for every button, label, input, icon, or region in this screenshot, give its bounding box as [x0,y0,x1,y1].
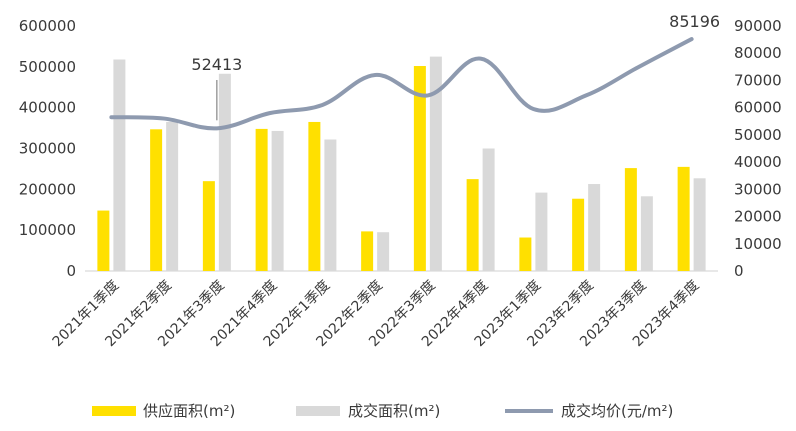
right-y-tick-label: 20000 [734,208,782,226]
right-y-tick-label: 70000 [734,71,782,89]
supply-area-bar [624,168,637,271]
supply-area-bar [150,129,163,271]
left-y-tick-label: 600000 [19,17,76,35]
supply-area-bar [519,237,532,271]
transaction-area-bar [113,59,126,271]
transaction-area-bar [535,192,548,271]
legend-label-supply: 供应面积(m²) [143,402,235,420]
right-y-tick-label: 90000 [734,17,782,35]
transaction-area-bar [640,196,653,271]
transaction-area-bar [429,56,442,271]
right-y-tick-label: 40000 [734,153,782,171]
transaction-area-bar [693,178,706,271]
bar-series [97,56,706,272]
right-y-tick-label: 0 [734,262,744,280]
transaction-area-bar [166,121,179,271]
left-y-tick-label: 200000 [19,180,76,198]
right-y-axis: 0 10000 20000 30000 40000 50000 60000 70000 8000… [734,17,782,280]
transaction-area-bar [218,73,231,272]
transaction-area-bar [588,184,601,271]
legend-swatch-transaction [296,406,340,416]
supply-area-bar [466,179,479,271]
legend-swatch-supply [92,406,136,416]
line-series [109,37,694,131]
transaction-area-bar [271,130,284,271]
annotations: 52413 85196 [191,12,720,121]
legend-label-transaction: 成交面积(m²) [348,402,440,420]
left-y-tick-label: 100000 [19,221,76,239]
right-y-tick-label: 80000 [734,44,782,62]
avg-price-line [109,37,694,131]
transaction-area-bar [324,139,337,271]
right-y-tick-label: 50000 [734,126,782,144]
price-annotation-label: 52413 [191,55,242,74]
right-y-tick-label: 30000 [734,180,782,198]
x-axis-categories: 2021年1季度2021年2季度2021年3季度2021年4季度2022年1季度… [50,278,703,351]
left-y-tick-label: 300000 [19,140,76,158]
supply-area-bar [413,66,426,272]
left-y-tick-label: 0 [66,262,76,280]
supply-area-bar [255,128,268,271]
transaction-area-bar [482,148,495,271]
supply-area-bar [97,210,110,271]
supply-area-bar [361,231,374,271]
supply-area-bar [572,198,585,271]
supply-area-bar [677,166,690,271]
supply-area-bar [202,181,215,271]
legend-label-price: 成交均价(元/m²) [561,402,673,420]
right-y-tick-label: 10000 [734,235,782,253]
legend: 供应面积(m²) 成交面积(m²) 成交均价(元/m²) [92,402,673,420]
transaction-area-bar [377,232,390,271]
price-annotation-label: 85196 [669,12,720,31]
right-y-tick-label: 60000 [734,99,782,117]
left-y-axis: 0 100000 200000 300000 400000 500000 600000 [19,17,76,280]
left-y-tick-label: 500000 [19,58,76,76]
left-y-tick-label: 400000 [19,99,76,117]
supply-area-bar [308,121,321,271]
